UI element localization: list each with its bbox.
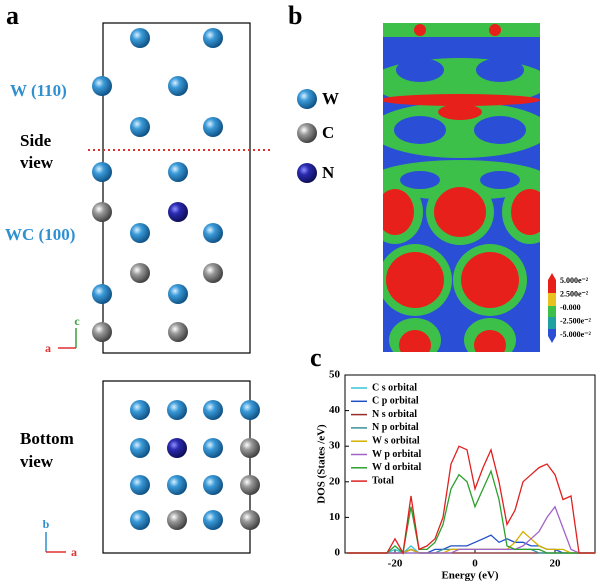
legend-label: C s orbital (372, 382, 417, 393)
bottom-cell (102, 380, 251, 554)
atom (203, 510, 223, 530)
panel-a: a W (110) Side view WC (100) c a Bottom … (5, 1, 339, 559)
atom (203, 223, 223, 243)
panel-label: b (288, 1, 302, 30)
panel-label: c (310, 343, 322, 372)
atom (130, 475, 150, 495)
colorbar-label: -0.000 (560, 303, 581, 312)
series-line (347, 534, 595, 554)
atom (168, 76, 188, 96)
atom (92, 284, 112, 304)
legend-label: W p orbital (372, 449, 421, 460)
side-cell (102, 22, 251, 354)
axis-letter: b (43, 517, 50, 531)
atom (167, 475, 187, 495)
atom (92, 162, 112, 182)
y-tick-label: 40 (329, 404, 341, 416)
atom (130, 438, 150, 458)
atom (168, 202, 188, 222)
legend-label: W (322, 89, 339, 108)
atom (92, 322, 112, 342)
colorbar-label: -2.500e⁻² (560, 316, 591, 325)
x-tick-label: 20 (550, 558, 562, 570)
atom (168, 284, 188, 304)
wc100-label: WC (100) (5, 225, 75, 244)
atom (240, 400, 260, 420)
atom (130, 400, 150, 420)
atom (203, 117, 223, 137)
atom (92, 76, 112, 96)
side-view-label: Side (20, 131, 52, 150)
colorbar-label: 5.000e⁻² (560, 276, 589, 285)
atom (92, 202, 112, 222)
legend-label: Total (372, 475, 394, 486)
bottom-view-label: Bottom (20, 429, 74, 448)
legend-label: N (322, 163, 335, 182)
colorbar-label: 2.500e⁻² (560, 289, 589, 298)
atom (240, 438, 260, 458)
atom (167, 400, 187, 420)
atom (297, 163, 317, 183)
y-tick-label: 10 (329, 511, 341, 523)
x-axis-label: Energy (eV) (441, 570, 498, 582)
colorbar (548, 273, 556, 343)
atom (240, 475, 260, 495)
legend-label: N p orbital (372, 422, 419, 433)
series-line (347, 505, 595, 554)
atom (130, 510, 150, 530)
atom (203, 438, 223, 458)
axis-letter: a (71, 545, 77, 559)
y-tick-label: 50 (329, 369, 341, 381)
atom (168, 162, 188, 182)
x-tick-label: -20 (388, 558, 403, 570)
side-view-label: view (20, 153, 54, 172)
y-tick-label: 0 (335, 547, 341, 559)
atom (240, 510, 260, 530)
legend-label: C (322, 123, 334, 142)
atom (297, 89, 317, 109)
panel-label: a (6, 1, 19, 30)
y-tick-label: 20 (329, 475, 341, 487)
atom (130, 28, 150, 48)
y-tick-label: 30 (329, 440, 341, 452)
legend-label: W s orbital (372, 435, 420, 446)
panel-b: b 5.000e⁻² 2.500e⁻² -0.000 -2.500e⁻² -5.000e… (288, 1, 591, 372)
atom (130, 263, 150, 283)
legend-label: C p orbital (372, 396, 419, 407)
atom (167, 510, 187, 530)
atom (203, 475, 223, 495)
series-line (347, 469, 595, 555)
colorbar-label: -5.000e⁻² (560, 330, 591, 339)
axis-letter: a (45, 341, 51, 355)
x-tick-label: 0 (472, 558, 478, 570)
legend-label: N s orbital (372, 409, 417, 420)
atom (203, 263, 223, 283)
atom (130, 117, 150, 137)
contour-map (383, 23, 540, 352)
y-axis-label: DOS (States /eV) (316, 424, 328, 504)
bottom-view-label: view (20, 452, 54, 471)
atom (167, 438, 187, 458)
atom (168, 322, 188, 342)
atom (130, 223, 150, 243)
atom (203, 400, 223, 420)
w110-label: W (110) (10, 81, 67, 100)
legend-label: W d orbital (372, 462, 421, 473)
series-line (347, 445, 595, 555)
atom (203, 28, 223, 48)
atom (297, 123, 317, 143)
axis-letter: c (74, 314, 80, 328)
